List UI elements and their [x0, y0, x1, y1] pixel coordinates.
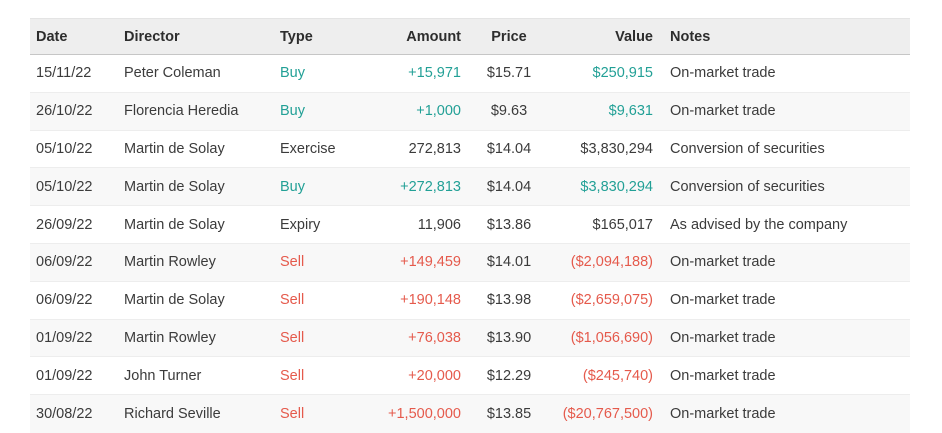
value-cell: ($2,094,188) — [570, 254, 653, 271]
value-cell: $250,915 — [592, 65, 653, 82]
director-cell: Peter Coleman — [124, 65, 221, 82]
director-cell: Martin de Solay — [124, 178, 225, 195]
table-row: 26/10/22 Florencia Heredia Buy +1,000 $9… — [30, 92, 910, 131]
price-cell: $12.29 — [486, 367, 532, 384]
table-row: 26/09/22 Martin de Solay Expiry 11,906 $… — [30, 206, 910, 244]
notes-cell: On-market trade — [670, 367, 776, 384]
table-row: 15/11/22 Peter Coleman Buy +15,971 $15.7… — [30, 55, 910, 93]
date-cell: 06/09/22 — [36, 292, 93, 309]
table-row: 05/10/22 Martin de Solay Exercise 272,81… — [30, 130, 910, 169]
notes-cell: On-market trade — [670, 254, 776, 271]
date-cell: 26/10/22 — [36, 103, 93, 120]
amount-cell: 11,906 — [417, 216, 461, 233]
amount-cell: +76,038 — [408, 329, 461, 346]
price-cell: $13.85 — [486, 406, 532, 423]
notes-cell: On-market trade — [670, 103, 776, 120]
table-row: 30/08/22 Richard Seville Sell +1,500,000… — [30, 395, 910, 433]
director-trades-table: Date Director Type Amount Price Value No… — [30, 18, 910, 433]
price-cell: $15.71 — [486, 65, 532, 82]
price-cell: $13.86 — [486, 216, 532, 233]
trade-type-cell: Expiry — [280, 216, 321, 233]
column-header-notes: Notes — [670, 28, 711, 45]
value-cell: ($1,056,690) — [570, 329, 653, 346]
amount-cell: +149,459 — [400, 254, 461, 271]
table-header-row: Date Director Type Amount Price Value No… — [30, 18, 910, 55]
director-cell: Martin Rowley — [124, 329, 216, 346]
column-header-amount: Amount — [406, 28, 461, 45]
price-cell: $13.90 — [486, 329, 532, 346]
trade-type-cell: Exercise — [280, 140, 336, 157]
notes-cell: As advised by the company — [670, 216, 848, 233]
date-cell: 26/09/22 — [36, 216, 93, 233]
director-cell: Martin de Solay — [124, 292, 225, 309]
trade-type-cell: Sell — [280, 329, 305, 346]
trade-type-cell: Buy — [280, 178, 305, 195]
table-row: 01/09/22 Martin Rowley Sell +76,038 $13.… — [30, 319, 910, 358]
notes-cell: Conversion of securities — [670, 178, 825, 195]
table-row: 06/09/22 Martin Rowley Sell +149,459 $14… — [30, 243, 910, 282]
column-header-date: Date — [36, 28, 68, 45]
notes-cell: On-market trade — [670, 292, 776, 309]
date-cell: 01/09/22 — [36, 367, 93, 384]
value-cell: $9,631 — [608, 103, 653, 120]
value-cell: ($245,740) — [582, 367, 653, 384]
director-cell: Florencia Heredia — [124, 103, 239, 120]
value-cell: $165,017 — [592, 216, 653, 233]
date-cell: 05/10/22 — [36, 178, 93, 195]
value-cell: $3,830,294 — [580, 140, 653, 157]
price-cell: $14.04 — [486, 140, 532, 157]
table-row: 06/09/22 Martin de Solay Sell +190,148 $… — [30, 281, 910, 320]
notes-cell: On-market trade — [670, 406, 776, 423]
director-cell: John Turner — [124, 367, 202, 384]
date-cell: 30/08/22 — [36, 406, 93, 423]
trade-type-cell: Sell — [280, 292, 305, 309]
trade-type-cell: Buy — [280, 65, 305, 82]
trade-type-cell: Buy — [280, 103, 305, 120]
price-cell: $13.98 — [486, 292, 532, 309]
table-row: 01/09/22 John Turner Sell +20,000 $12.29… — [30, 357, 910, 396]
notes-cell: Conversion of securities — [670, 140, 825, 157]
notes-cell: On-market trade — [670, 65, 776, 82]
amount-cell: 272,813 — [408, 140, 461, 157]
director-cell: Martin de Solay — [124, 216, 225, 233]
director-cell: Richard Seville — [124, 406, 221, 423]
price-cell: $14.01 — [486, 254, 532, 271]
amount-cell: +1,500,000 — [388, 406, 461, 423]
notes-cell: On-market trade — [670, 329, 776, 346]
date-cell: 01/09/22 — [36, 329, 93, 346]
column-header-price: Price — [491, 28, 527, 45]
trade-type-cell: Sell — [280, 254, 305, 271]
column-header-director: Director — [124, 28, 180, 45]
amount-cell: +190,148 — [400, 292, 461, 309]
date-cell: 15/11/22 — [36, 65, 92, 82]
value-cell: $3,830,294 — [580, 178, 653, 195]
column-header-type: Type — [280, 28, 313, 45]
amount-cell: +1,000 — [416, 103, 461, 120]
table-body: 15/11/22 Peter Coleman Buy +15,971 $15.7… — [30, 55, 910, 433]
price-cell: $14.04 — [486, 178, 532, 195]
price-cell: $9.63 — [490, 103, 528, 120]
director-cell: Martin de Solay — [124, 140, 225, 157]
amount-cell: +20,000 — [408, 367, 461, 384]
amount-cell: +15,971 — [408, 65, 461, 82]
trade-type-cell: Sell — [280, 406, 305, 423]
director-cell: Martin Rowley — [124, 254, 216, 271]
date-cell: 06/09/22 — [36, 254, 93, 271]
trade-type-cell: Sell — [280, 367, 305, 384]
column-header-value: Value — [615, 28, 653, 45]
table-row: 05/10/22 Martin de Solay Buy +272,813 $1… — [30, 168, 910, 207]
value-cell: ($20,767,500) — [562, 406, 653, 423]
date-cell: 05/10/22 — [36, 140, 93, 157]
value-cell: ($2,659,075) — [570, 292, 653, 309]
amount-cell: +272,813 — [400, 178, 461, 195]
